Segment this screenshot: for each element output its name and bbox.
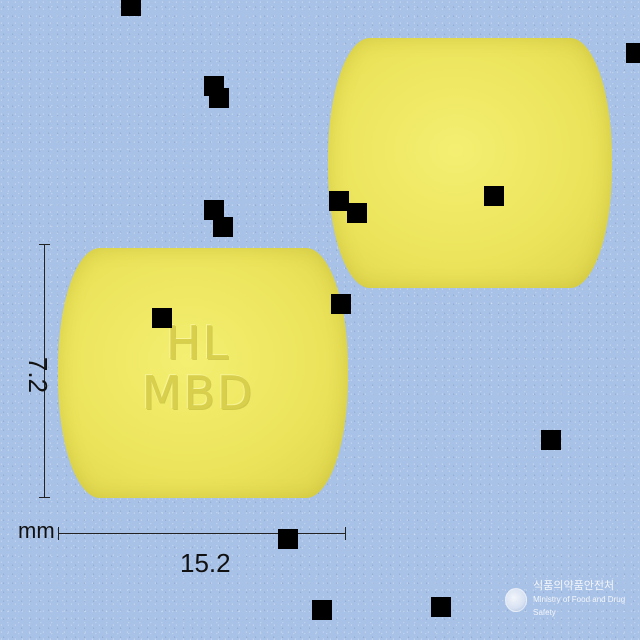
watermark-text: 식품의약품안전처 Ministry of Food and Drug Safet… <box>533 580 640 619</box>
occlusion-square <box>331 294 351 314</box>
occlusion-square <box>541 430 561 450</box>
occlusion-square <box>329 191 349 211</box>
pill-back-side <box>328 38 612 288</box>
watermark-korean: 식품의약품안전처 <box>533 580 615 592</box>
occlusion-square <box>484 186 504 206</box>
height-dimension-tick-top <box>39 244 50 245</box>
height-dimension-tick-bottom <box>39 497 50 498</box>
occlusion-square <box>209 88 229 108</box>
pill-imprint: HL MBD <box>118 318 278 418</box>
occlusion-square <box>121 0 141 16</box>
width-dimension-tick-right <box>345 527 346 540</box>
pill-front-side <box>58 248 348 498</box>
occlusion-square <box>431 597 451 617</box>
height-label: 7.2 <box>23 356 53 394</box>
occlusion-square <box>626 43 640 63</box>
occlusion-square <box>312 600 332 620</box>
unit-label: mm <box>18 518 55 543</box>
occlusion-square <box>204 200 224 220</box>
imprint-line-1: HL <box>165 316 231 370</box>
mfds-logo-icon <box>505 587 528 612</box>
occlusion-square <box>278 529 298 549</box>
width-dimension-line <box>58 533 346 534</box>
occlusion-square <box>213 217 233 237</box>
height-dimension-line <box>44 244 45 498</box>
width-dimension-tick-left <box>58 527 59 540</box>
width-label: 15.2 <box>180 548 231 578</box>
occlusion-square <box>347 203 367 223</box>
watermark-english: Ministry of Food and Drug Safety <box>533 595 626 617</box>
mfds-watermark: 식품의약품안전처 Ministry of Food and Drug Safet… <box>505 580 640 619</box>
imprint-line-2: MBD <box>141 366 255 420</box>
occlusion-square <box>152 308 172 328</box>
